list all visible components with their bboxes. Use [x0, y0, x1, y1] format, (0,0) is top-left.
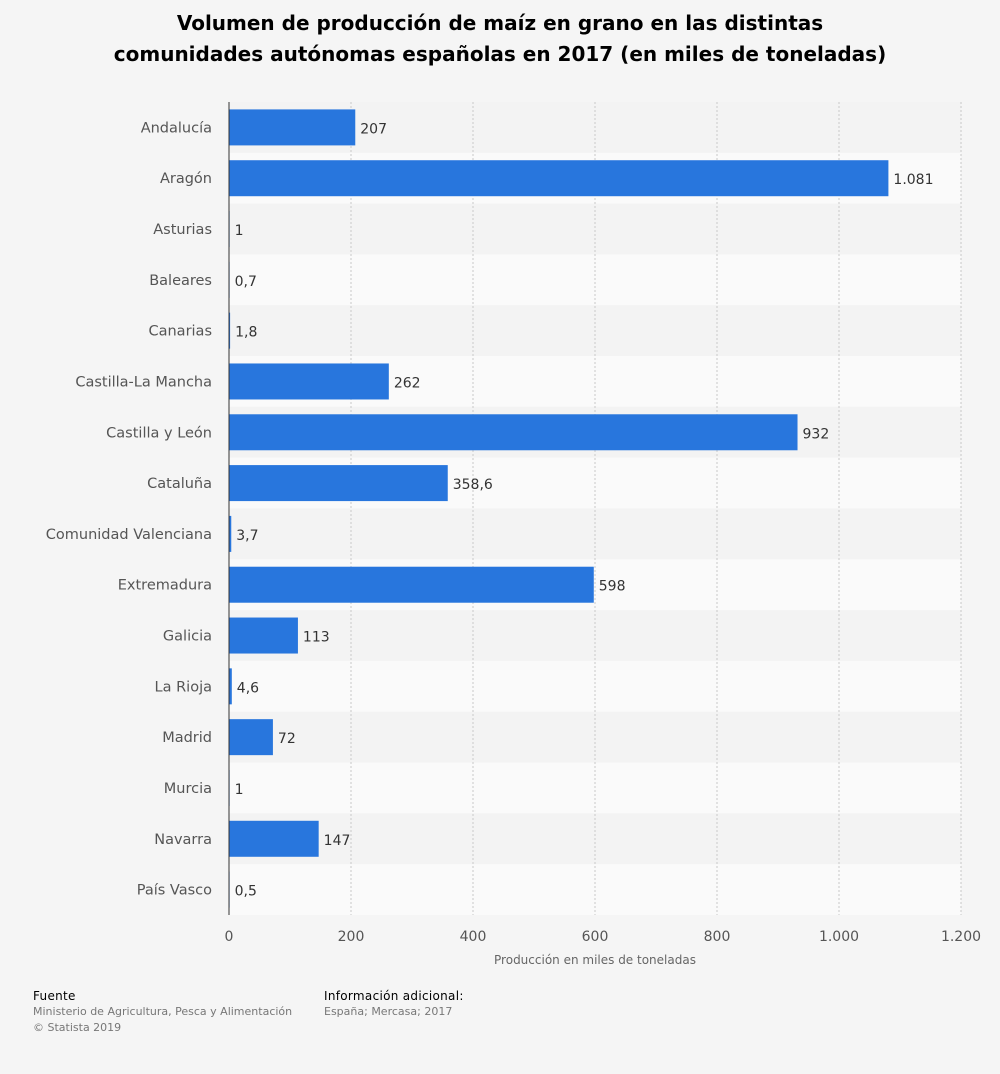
- chart-title: Volumen de producción de maíz en grano e…: [40, 8, 960, 70]
- source-text: Ministerio de Agricultura, Pesca y Alime…: [33, 1005, 293, 1018]
- data-label: 358,6: [453, 477, 493, 493]
- data-label: 207: [360, 121, 387, 137]
- category-label: Galicia: [163, 629, 212, 645]
- category-label: Murcia: [164, 781, 212, 797]
- bar[interactable]: [229, 312, 231, 349]
- bar[interactable]: [229, 668, 232, 705]
- category-labels: Andalucía Aragón Asturias Baleares Canarias C…: [46, 120, 212, 898]
- category-label: Extremadura: [118, 578, 212, 594]
- category-label: Comunidad Valenciana: [46, 527, 212, 543]
- bar[interactable]: [229, 465, 448, 502]
- data-label: 1: [235, 782, 244, 798]
- data-label: 1: [235, 223, 244, 239]
- chart-title-line-1: Volumen de producción de maíz en grano e…: [176, 11, 824, 35]
- grid-lines: [350, 102, 962, 915]
- category-label: Aragón: [160, 171, 212, 187]
- additional-info-text: España; Mercasa; 2017: [324, 1005, 453, 1018]
- bar[interactable]: [229, 363, 389, 400]
- category-label: Asturias: [153, 222, 212, 238]
- additional-info-block: Información adicional: España; Mercasa; …: [324, 988, 464, 1020]
- additional-info-heading: Información adicional:: [324, 989, 464, 1003]
- category-label: Baleares: [149, 273, 212, 289]
- bar[interactable]: [229, 414, 798, 451]
- x-tick-label: 0: [225, 929, 234, 945]
- bar[interactable]: [229, 160, 889, 197]
- bar[interactable]: [229, 617, 298, 654]
- category-label: La Rioja: [155, 679, 212, 695]
- bar[interactable]: [229, 515, 232, 552]
- bar[interactable]: [229, 109, 356, 146]
- source-block: Fuente Ministerio de Agricultura, Pesca …: [33, 988, 292, 1036]
- data-label: 0,5: [235, 884, 257, 900]
- chart-title-line-2: comunidades autónomas españolas en 2017 …: [113, 42, 887, 66]
- x-tick-label: 1.200: [941, 929, 981, 945]
- category-label: Madrid: [162, 730, 212, 746]
- data-label: 932: [803, 426, 830, 442]
- data-label: 4,6: [237, 680, 259, 696]
- x-tick-label: 400: [460, 929, 487, 945]
- category-label: Canarias: [148, 324, 212, 340]
- data-label: 3,7: [236, 528, 258, 544]
- x-tick-label: 600: [582, 929, 609, 945]
- x-tick-labels: 0 200 400 600 800 1.000 1.200: [225, 929, 982, 945]
- category-label: País Vasco: [137, 883, 212, 899]
- row-band: [229, 203, 961, 255]
- x-tick-label: 1.000: [819, 929, 859, 945]
- category-label: Navarra: [154, 832, 212, 848]
- data-label: 113: [303, 630, 330, 646]
- x-axis-title: Producción en miles de toneladas: [494, 953, 696, 967]
- data-label: 262: [394, 375, 421, 391]
- x-tick-label: 800: [704, 929, 731, 945]
- data-label: 0,7: [235, 274, 257, 290]
- bar-chart: Andalucía Aragón Asturias Baleares Canarias C…: [46, 102, 982, 967]
- bar[interactable]: [229, 719, 273, 756]
- category-label: Cataluña: [147, 476, 212, 492]
- bar[interactable]: [229, 820, 319, 857]
- category-label: Castilla-La Mancha: [75, 374, 212, 390]
- data-label: 598: [599, 579, 626, 595]
- bars: [229, 109, 889, 908]
- copyright-text: © Statista 2019: [33, 1021, 122, 1034]
- data-label: 1.081: [893, 172, 933, 188]
- category-label: Andalucía: [141, 120, 212, 136]
- data-label: 147: [324, 833, 351, 849]
- value-labels: 207 1.081 1 0,7 1,8 262 932 358,6 3,7 598 113 4,6 72…: [235, 121, 934, 899]
- data-label: 72: [278, 731, 296, 747]
- x-tick-label: 200: [338, 929, 365, 945]
- category-label: Castilla y León: [106, 425, 212, 441]
- source-heading: Fuente: [33, 989, 76, 1003]
- bar[interactable]: [229, 566, 594, 603]
- data-label: 1,8: [235, 325, 257, 341]
